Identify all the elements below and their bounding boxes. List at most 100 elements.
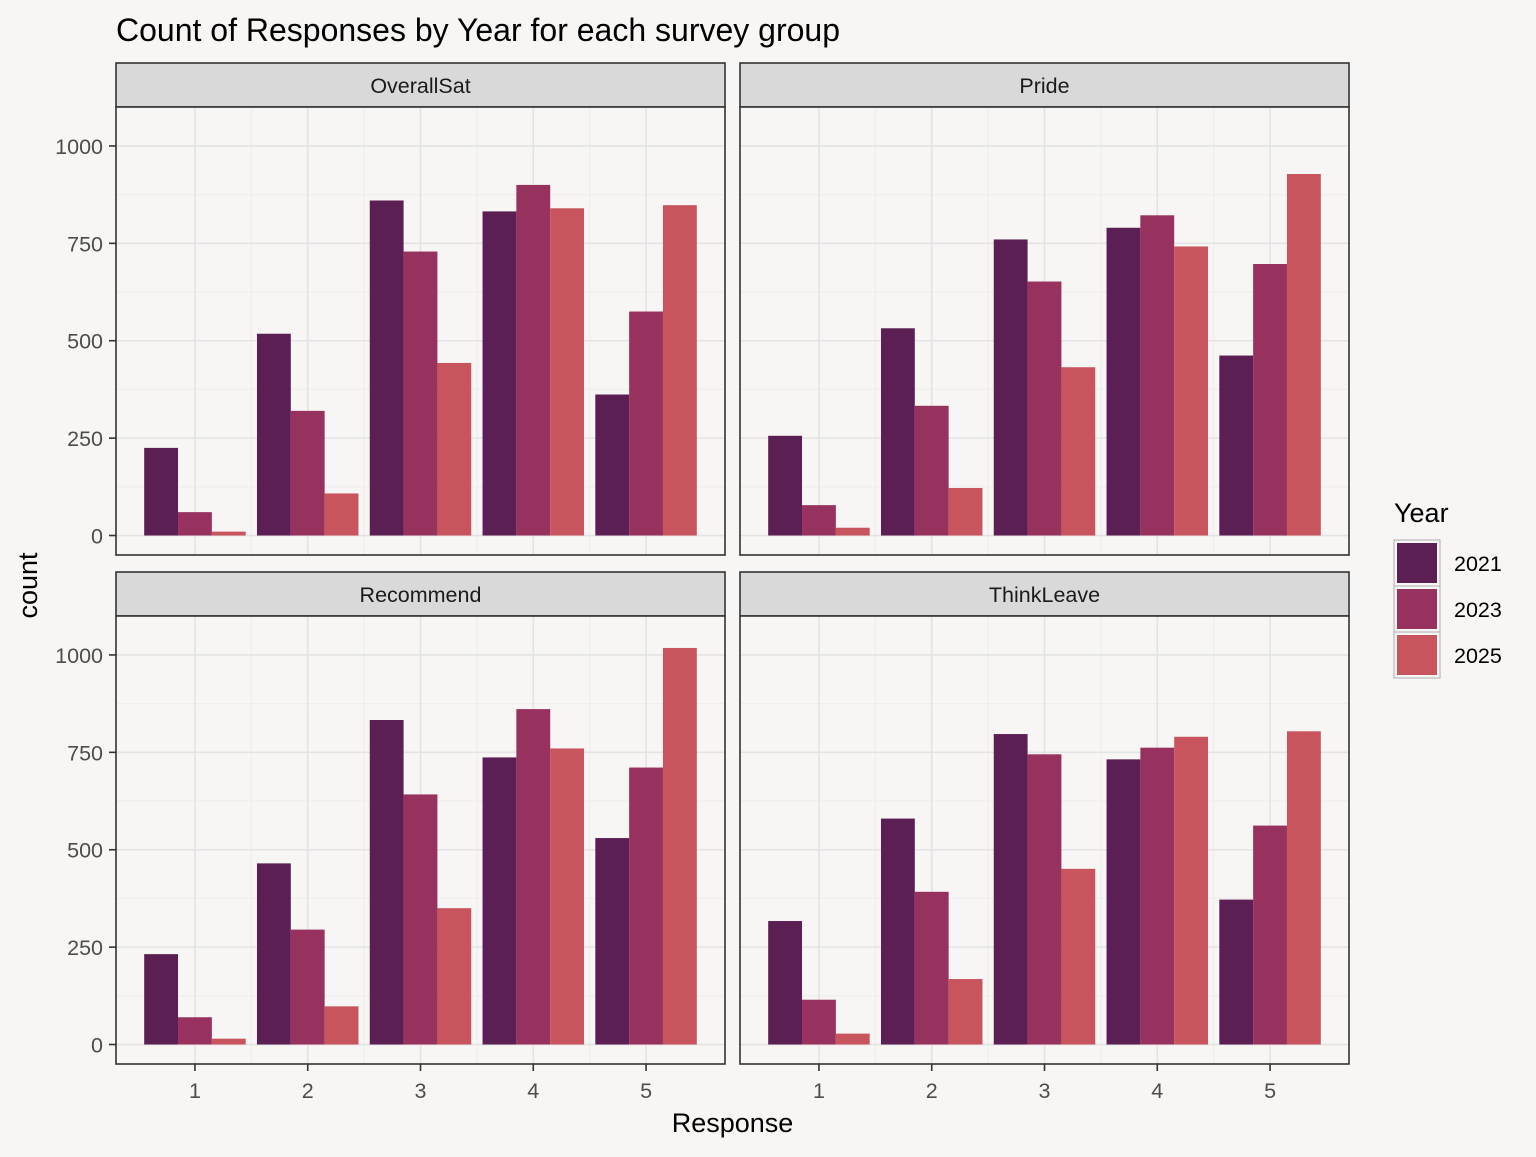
bar-overallsat-2021-3 (369, 200, 404, 536)
y-tick-label: 250 (67, 936, 103, 960)
bar-pride-2025-1 (835, 527, 870, 536)
bar-recommend-2025-3 (437, 908, 472, 1045)
bar-thinkleave-2025-4 (1174, 736, 1209, 1045)
facet-strip-label: ThinkLeave (989, 583, 1100, 607)
bar-recommend-2025-5 (662, 647, 697, 1045)
legend-title: Year (1394, 498, 1449, 528)
y-tick-label: 750 (67, 232, 103, 256)
bar-pride-2023-1 (802, 505, 836, 536)
bar-thinkleave-2021-3 (993, 734, 1028, 1045)
bar-recommend-2021-1 (144, 954, 179, 1045)
y-axis-title: count (13, 552, 43, 619)
bar-overallsat-2021-5 (595, 394, 630, 536)
x-tick-label: 1 (813, 1079, 825, 1103)
bar-overallsat-2025-4 (550, 208, 585, 536)
bar-thinkleave-2023-2 (914, 891, 949, 1045)
bar-pride-2021-4 (1106, 227, 1141, 536)
chart-title: Count of Responses by Year for each surv… (116, 12, 840, 48)
facet-strip (739, 62, 1350, 108)
x-tick-label: 2 (302, 1079, 314, 1103)
x-tick-label: 2 (926, 1079, 938, 1103)
x-tick-label: 4 (527, 1079, 539, 1103)
bar-recommend-2021-2 (256, 863, 291, 1045)
bar-pride-2023-3 (1027, 281, 1062, 536)
bar-thinkleave-2025-5 (1286, 731, 1321, 1045)
facet-strip (739, 571, 1350, 617)
bar-pride-2025-5 (1286, 174, 1321, 536)
bar-overallsat-2023-5 (629, 311, 663, 536)
bar-thinkleave-2023-1 (802, 999, 836, 1045)
facet-panel-overallsat: OverallSat 0 250 500 750 1000 (55, 62, 726, 556)
bar-thinkleave-2023-4 (1140, 747, 1175, 1045)
bar-pride-2023-5 (1253, 263, 1287, 536)
facet-panel-recommend: Recommend 0 250 500 750 1000 1 2 3 4 5 (55, 571, 726, 1103)
bar-pride-2021-5 (1219, 355, 1254, 536)
x-axis-title: Response (672, 1108, 794, 1138)
bar-recommend-2023-1 (178, 1017, 212, 1045)
bar-thinkleave-2025-2 (948, 979, 983, 1045)
bar-pride-2025-4 (1174, 246, 1209, 536)
legend-swatch-2021 (1397, 543, 1437, 583)
facet-panel-pride: Pride (739, 62, 1350, 556)
y-tick-label: 500 (67, 330, 103, 354)
bar-thinkleave-2021-1 (768, 921, 803, 1045)
facet-strip (115, 571, 726, 617)
y-tick-label: 1000 (55, 644, 103, 668)
x-tick-label: 1 (189, 1079, 201, 1103)
bar-recommend-2023-2 (290, 929, 325, 1045)
facet-panel-thinkleave: ThinkLeave 1 2 3 4 5 (739, 571, 1350, 1103)
bar-recommend-2021-5 (595, 838, 630, 1045)
bar-overallsat-2025-2 (324, 493, 359, 536)
bar-overallsat-2023-2 (290, 410, 325, 536)
bar-pride-2021-1 (768, 435, 803, 536)
bar-pride-2023-4 (1140, 215, 1175, 536)
panel-border (739, 106, 1350, 556)
facet-strip-label: Pride (1019, 74, 1069, 98)
bar-pride-2025-2 (948, 487, 983, 536)
bar-recommend-2025-1 (211, 1038, 246, 1045)
facet-strip-label: Recommend (360, 583, 482, 607)
x-tick-label: 5 (640, 1079, 652, 1103)
bar-overallsat-2023-4 (516, 184, 551, 536)
y-tick-label: 0 (91, 1034, 103, 1058)
bar-thinkleave-2023-5 (1253, 825, 1287, 1045)
bar-recommend-2021-4 (482, 757, 517, 1045)
y-tick-label: 1000 (55, 135, 103, 159)
y-tick-label: 750 (67, 741, 103, 765)
x-tick-label: 3 (415, 1079, 427, 1103)
bar-overallsat-2021-4 (482, 211, 517, 536)
bar-overallsat-2025-5 (662, 205, 697, 536)
bar-thinkleave-2025-1 (835, 1033, 870, 1045)
bar-overallsat-2025-1 (211, 531, 246, 536)
x-tick-label: 4 (1151, 1079, 1163, 1103)
legend-swatch-2025 (1397, 635, 1437, 675)
bar-recommend-2023-5 (629, 767, 663, 1045)
bar-recommend-2023-3 (403, 794, 438, 1045)
bar-overallsat-2021-2 (256, 333, 291, 536)
facet-strip (115, 62, 726, 108)
x-tick-label: 5 (1264, 1079, 1276, 1103)
y-tick-label: 500 (67, 839, 103, 863)
bar-overallsat-2023-3 (403, 251, 438, 536)
bar-pride-2023-2 (914, 405, 949, 536)
y-tick-label: 0 (91, 525, 103, 549)
bar-recommend-2021-3 (369, 720, 404, 1045)
bar-thinkleave-2021-4 (1106, 759, 1141, 1045)
legend-swatch-2023 (1397, 589, 1437, 629)
legend-label: 2023 (1454, 598, 1502, 622)
bar-pride-2021-3 (993, 239, 1028, 536)
bar-recommend-2025-4 (550, 748, 585, 1045)
bar-overallsat-2025-3 (437, 362, 472, 536)
bar-overallsat-2023-1 (178, 512, 212, 536)
bar-pride-2025-3 (1061, 367, 1096, 536)
legend-label: 2025 (1454, 644, 1502, 668)
bar-thinkleave-2025-3 (1061, 868, 1096, 1045)
bar-recommend-2023-4 (516, 709, 551, 1045)
bar-thinkleave-2023-3 (1027, 754, 1062, 1045)
facet-strip-label: OverallSat (370, 74, 470, 98)
bar-thinkleave-2021-5 (1219, 899, 1254, 1045)
legend-label: 2021 (1454, 552, 1502, 576)
bar-pride-2021-2 (880, 328, 915, 536)
